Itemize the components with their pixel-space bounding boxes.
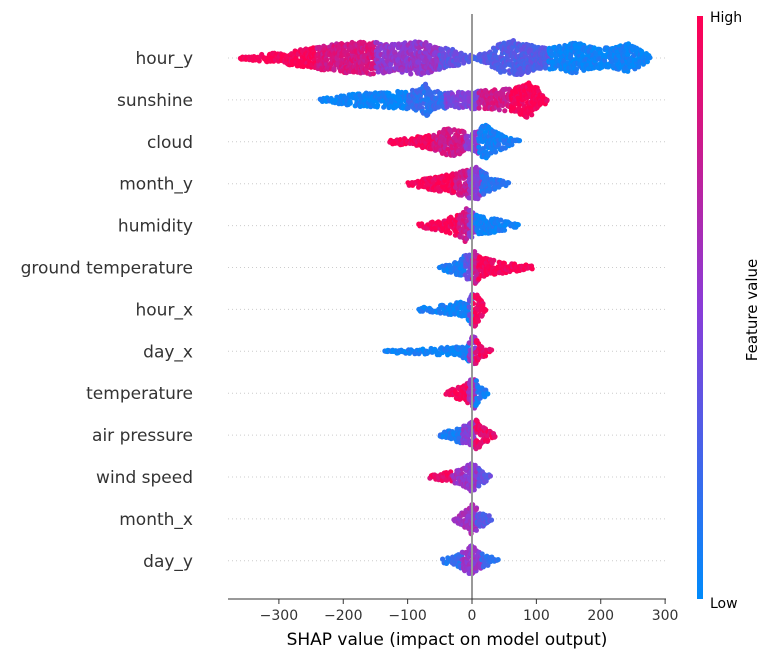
shap-point: [473, 527, 479, 533]
colorbar-gradient: [697, 16, 703, 599]
shap-point: [502, 68, 508, 74]
feature-points-humidity: [416, 206, 521, 244]
feature-label: sunshine: [117, 91, 193, 111]
feature-points-cloud: [387, 122, 523, 161]
x-tick-label: 200: [587, 608, 614, 624]
feature-points-month_y: [405, 164, 512, 202]
feature-label: hour_x: [136, 300, 194, 320]
feature-points-wind-speed: [427, 461, 493, 494]
shap-point: [500, 90, 506, 97]
shap-point: [405, 105, 411, 111]
shap-point: [485, 437, 491, 444]
shap-point: [491, 257, 497, 263]
shap-point: [489, 347, 495, 353]
feature-label: day_y: [143, 552, 193, 572]
shap-point: [370, 71, 376, 77]
shap-point: [427, 42, 433, 49]
x-tick-label: 0: [468, 608, 477, 624]
shap-point: [483, 307, 489, 313]
shap-point: [360, 39, 366, 46]
shap-point: [300, 63, 306, 70]
shap-point: [501, 227, 508, 233]
colorbar-low-label: Low: [710, 596, 738, 612]
colorbar-title: Feature value: [743, 259, 761, 361]
feature-label: month_y: [119, 175, 193, 195]
shap-point: [509, 142, 515, 148]
shap-point: [549, 51, 555, 57]
x-tick-label: 100: [523, 608, 550, 624]
shap-point: [476, 105, 482, 111]
feature-label: humidity: [118, 217, 193, 237]
feature-points-day_y: [440, 543, 501, 577]
feature-label: ground temperature: [21, 259, 193, 279]
shap-point: [456, 62, 462, 68]
shap-point: [544, 97, 550, 103]
shap-point: [495, 557, 501, 563]
shap-point: [515, 222, 521, 228]
shap-point: [324, 57, 330, 63]
shap-point: [487, 473, 493, 479]
shap-point: [485, 391, 491, 397]
x-tick-label: −100: [388, 608, 426, 624]
shap-point: [447, 230, 453, 236]
feature-label: cloud: [147, 133, 193, 153]
feature-points-ground-temperature: [436, 249, 535, 286]
shap-point: [347, 100, 353, 106]
feature-label: month_x: [119, 510, 193, 530]
feature-points-hour_y: [237, 38, 653, 77]
shap-point: [502, 108, 508, 114]
shap-point: [256, 58, 262, 64]
feature-label: temperature: [86, 384, 193, 404]
shap-point: [591, 45, 597, 51]
shap-point: [408, 71, 414, 77]
shap-point: [506, 180, 512, 186]
shap-point: [493, 149, 499, 155]
shap-point: [524, 114, 530, 120]
shap-point: [606, 64, 612, 70]
x-tick-label: −200: [324, 608, 362, 624]
shap-point: [488, 517, 495, 523]
feature-label: wind speed: [96, 468, 193, 488]
shap-point: [529, 112, 535, 118]
feature-row-guides: [228, 57, 666, 562]
shap-point: [473, 506, 479, 512]
feature-label: hour_y: [136, 49, 194, 69]
feature-points-temperature: [443, 377, 491, 411]
feature-points-sunshine: [317, 80, 550, 120]
x-tick-label: 300: [652, 608, 679, 624]
shap-point: [331, 66, 337, 72]
shap-point: [516, 138, 523, 144]
shap-point: [543, 64, 549, 70]
shap-point: [473, 378, 479, 384]
feature-points-hour_x: [416, 291, 489, 329]
feature-label: day_x: [143, 342, 193, 362]
shap-points: [237, 38, 653, 577]
shap-point: [492, 434, 498, 440]
colorbar-high-label: High: [710, 10, 742, 26]
x-axis-title: SHAP value (impact on model output): [287, 630, 608, 650]
shap-point: [573, 66, 580, 72]
colorbar: High Low Feature value: [697, 10, 761, 612]
shap-point: [375, 102, 381, 108]
x-ticks: −300 −200 −100 0 100 200 300: [260, 599, 679, 624]
feature-labels: hour_y sunshine cloud month_y humidity ground…: [21, 49, 193, 572]
feature-label: air pressure: [92, 426, 193, 446]
shap-point: [636, 64, 642, 70]
shap-point: [529, 266, 535, 272]
shap-point: [496, 107, 502, 113]
x-tick-label: −300: [260, 608, 298, 624]
feature-points-air-pressure: [437, 417, 498, 452]
x-axis: −300 −200 −100 0 100 200 300 SHAP value (impac…: [228, 598, 679, 650]
feature-points-day_x: [382, 334, 495, 367]
shap-point: [647, 55, 653, 61]
